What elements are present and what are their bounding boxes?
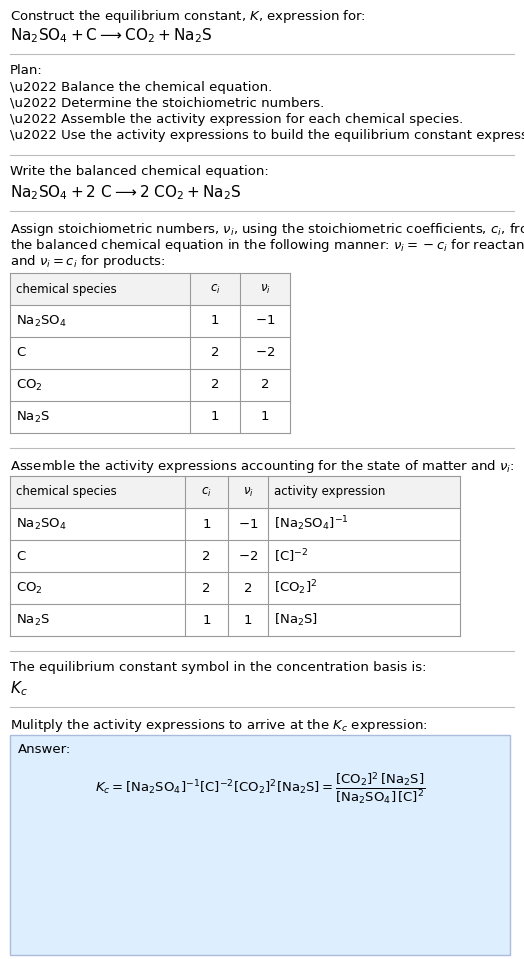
Text: 1: 1 (211, 410, 219, 424)
Text: $\mathrm{Na_2S}$: $\mathrm{Na_2S}$ (16, 613, 50, 627)
Text: chemical species: chemical species (16, 283, 117, 295)
Text: $c_i$: $c_i$ (201, 485, 212, 499)
Text: C: C (16, 550, 25, 563)
Bar (10, 572, 460, 604)
Bar (10, 369, 290, 401)
Text: $K_c = [\mathrm{Na_2SO_4}]^{-1} [\mathrm{C}]^{-2} [\mathrm{CO_2}]^{2} [\mathrm{N: $K_c = [\mathrm{Na_2SO_4}]^{-1} [\mathrm… (95, 771, 425, 807)
Text: \u2022 Determine the stoichiometric numbers.: \u2022 Determine the stoichiometric numb… (10, 97, 324, 110)
Text: The equilibrium constant symbol in the concentration basis is:: The equilibrium constant symbol in the c… (10, 661, 427, 674)
Text: $-1$: $-1$ (238, 518, 258, 530)
Text: $\mathrm{Na_2SO_4}$: $\mathrm{Na_2SO_4}$ (16, 314, 67, 329)
Text: Write the balanced chemical equation:: Write the balanced chemical equation: (10, 165, 269, 178)
Text: \u2022 Balance the chemical equation.: \u2022 Balance the chemical equation. (10, 81, 272, 94)
Bar (10, 735, 510, 955)
Text: the balanced chemical equation in the following manner: $\nu_i = -c_i$ for react: the balanced chemical equation in the fo… (10, 237, 524, 254)
Text: $[\mathrm{Na_2S}]$: $[\mathrm{Na_2S}]$ (274, 612, 318, 628)
Text: 1: 1 (244, 614, 252, 626)
Text: $[\mathrm{Na_2SO_4}]^{-1}$: $[\mathrm{Na_2SO_4}]^{-1}$ (274, 515, 349, 533)
Text: Plan:: Plan: (10, 64, 43, 77)
Text: 2: 2 (211, 379, 219, 391)
Text: $\mathrm{CO_2}$: $\mathrm{CO_2}$ (16, 580, 43, 596)
Text: $c_i$: $c_i$ (210, 283, 221, 295)
Text: $\mathrm{CO_2}$: $\mathrm{CO_2}$ (16, 378, 43, 392)
Text: 2: 2 (202, 581, 211, 595)
Text: $K_c$: $K_c$ (10, 679, 28, 698)
Bar (10, 273, 290, 305)
Text: 1: 1 (261, 410, 269, 424)
Text: $\mathrm{Na_2SO_4 + 2\ C \longrightarrow 2\ CO_2 + Na_2S}$: $\mathrm{Na_2SO_4 + 2\ C \longrightarrow… (10, 183, 242, 201)
Text: $\mathrm{Na_2SO_4 + C \longrightarrow CO_2 + Na_2S}$: $\mathrm{Na_2SO_4 + C \longrightarrow CO… (10, 26, 212, 45)
Bar (10, 604, 460, 636)
Text: Mulitply the activity expressions to arrive at the $K_c$ expression:: Mulitply the activity expressions to arr… (10, 717, 428, 734)
Text: activity expression: activity expression (274, 485, 385, 499)
Text: $\mathrm{Na_2SO_4}$: $\mathrm{Na_2SO_4}$ (16, 517, 67, 531)
Text: Construct the equilibrium constant, $K$, expression for:: Construct the equilibrium constant, $K$,… (10, 8, 366, 25)
Bar (10, 337, 290, 369)
Bar (10, 540, 460, 572)
Text: chemical species: chemical species (16, 485, 117, 499)
Text: 2: 2 (244, 581, 252, 595)
Bar (10, 476, 460, 508)
Text: C: C (16, 346, 25, 360)
Text: $-2$: $-2$ (255, 346, 275, 360)
Bar (10, 401, 290, 433)
Text: $\nu_i$: $\nu_i$ (243, 485, 254, 499)
Text: Assign stoichiometric numbers, $\nu_i$, using the stoichiometric coefficients, $: Assign stoichiometric numbers, $\nu_i$, … (10, 221, 524, 238)
Text: 1: 1 (202, 518, 211, 530)
Text: $-2$: $-2$ (238, 550, 258, 563)
Text: $[\mathrm{CO_2}]^{2}$: $[\mathrm{CO_2}]^{2}$ (274, 578, 318, 597)
Text: $\nu_i$: $\nu_i$ (259, 283, 270, 295)
Text: 1: 1 (211, 315, 219, 328)
Text: Assemble the activity expressions accounting for the state of matter and $\nu_i$: Assemble the activity expressions accoun… (10, 458, 515, 475)
Text: and $\nu_i = c_i$ for products:: and $\nu_i = c_i$ for products: (10, 253, 166, 270)
Bar (10, 508, 460, 540)
Text: 2: 2 (261, 379, 269, 391)
Text: 2: 2 (202, 550, 211, 563)
Text: 2: 2 (211, 346, 219, 360)
Text: \u2022 Use the activity expressions to build the equilibrium constant expression: \u2022 Use the activity expressions to b… (10, 129, 524, 142)
Text: 1: 1 (202, 614, 211, 626)
Text: Answer:: Answer: (18, 743, 71, 756)
Text: $\mathrm{Na_2S}$: $\mathrm{Na_2S}$ (16, 409, 50, 425)
Bar (10, 305, 290, 337)
Text: \u2022 Assemble the activity expression for each chemical species.: \u2022 Assemble the activity expression … (10, 113, 463, 126)
Text: $[\mathrm{C}]^{-2}$: $[\mathrm{C}]^{-2}$ (274, 548, 309, 565)
Text: $-1$: $-1$ (255, 315, 275, 328)
